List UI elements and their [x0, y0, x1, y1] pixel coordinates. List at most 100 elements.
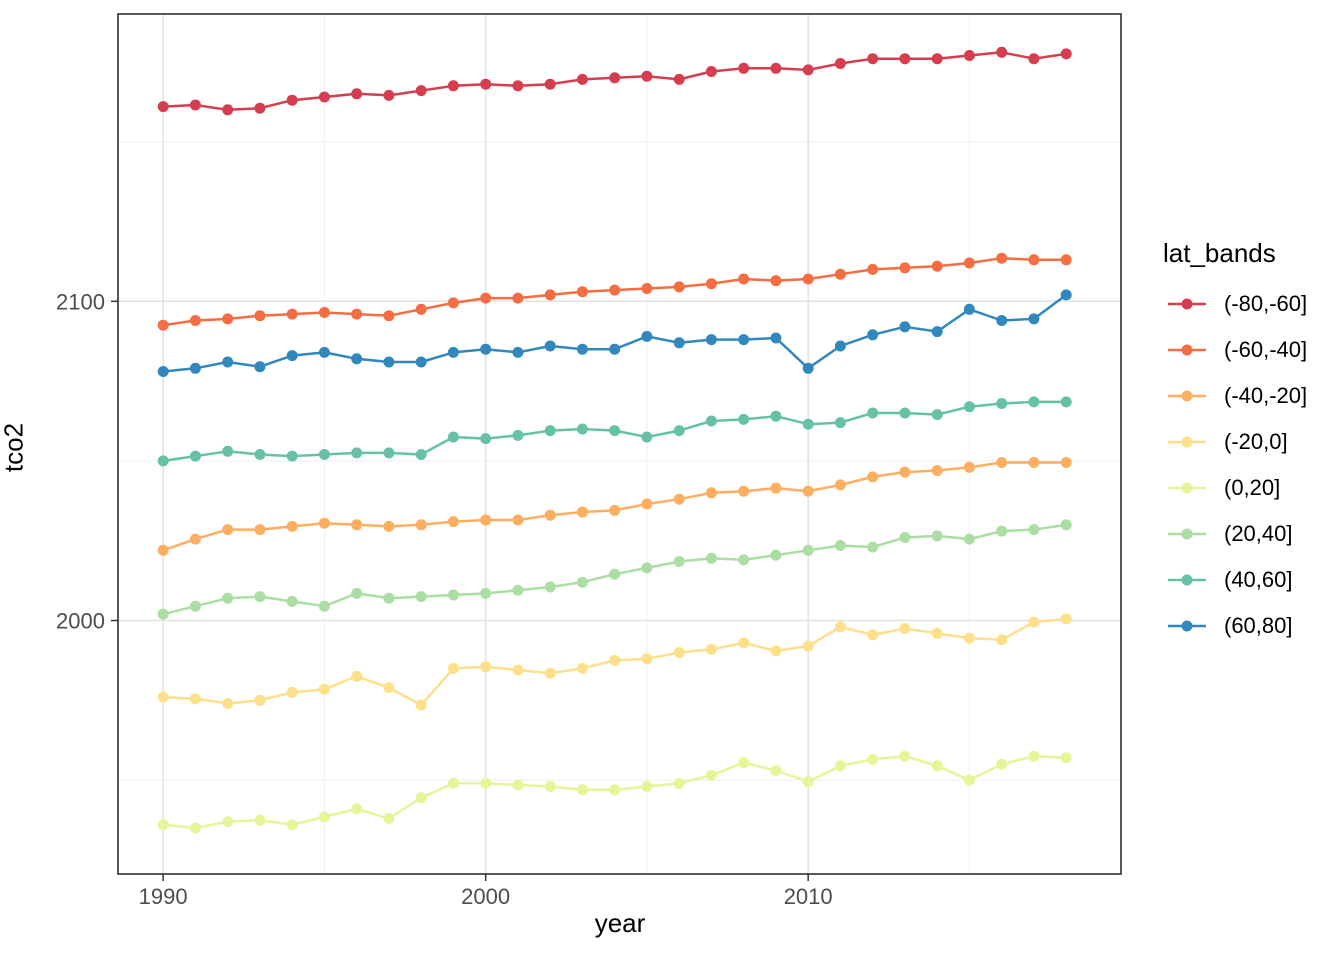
- data-point: [189, 450, 201, 462]
- data-point: [318, 91, 330, 103]
- data-point: [512, 429, 524, 441]
- data-point: [480, 343, 492, 355]
- data-point: [738, 334, 750, 346]
- data-point: [576, 73, 588, 85]
- data-point: [673, 73, 685, 85]
- data-point: [254, 361, 266, 373]
- data-point: [1060, 396, 1072, 408]
- data-point: [963, 401, 975, 413]
- data-point: [1060, 457, 1072, 468]
- data-point: [931, 53, 943, 65]
- data-point: [963, 303, 975, 315]
- data-point: [770, 645, 782, 657]
- data-point: [770, 332, 782, 344]
- data-point: [963, 774, 975, 786]
- data-point: [351, 308, 363, 320]
- x-tick-label: 2000: [461, 884, 510, 909]
- legend-key-icon: [1168, 482, 1206, 494]
- data-point: [254, 591, 266, 603]
- series-(-80,-60]: [157, 46, 1072, 116]
- data-point: [705, 643, 717, 655]
- data-point: [544, 340, 556, 352]
- series-(-40,-20]: [157, 457, 1072, 556]
- data-point: [254, 694, 266, 706]
- data-point: [415, 519, 427, 531]
- data-point: [963, 50, 975, 61]
- series-(-60,-40]: [157, 252, 1072, 331]
- data-point: [351, 353, 363, 365]
- data-point: [738, 62, 750, 74]
- data-point: [415, 699, 427, 711]
- data-point: [157, 366, 169, 377]
- data-point: [609, 784, 621, 796]
- data-point: [996, 457, 1008, 468]
- data-point: [480, 587, 492, 599]
- legend-item: (-80,-60]: [1168, 289, 1307, 319]
- data-point: [931, 260, 943, 272]
- data-point: [1028, 313, 1040, 325]
- legend-title: lat_bands: [1163, 238, 1276, 268]
- data-point: [480, 292, 492, 304]
- legend-item-label: (-40,-20]: [1224, 383, 1308, 408]
- data-point: [544, 781, 556, 792]
- data-point: [705, 487, 717, 499]
- series-(20,40]: [157, 519, 1072, 620]
- data-point: [867, 541, 879, 553]
- data-point: [673, 337, 685, 349]
- data-point: [383, 310, 395, 322]
- legend-item: (0,20]: [1168, 473, 1307, 503]
- legend-item: (60,80]: [1168, 611, 1307, 641]
- data-point: [705, 278, 717, 290]
- x-tick-label: 1990: [139, 884, 188, 909]
- data-point: [899, 53, 911, 65]
- data-point: [480, 433, 492, 445]
- data-point: [867, 753, 879, 765]
- data-point: [705, 334, 717, 346]
- legend-key-icon: [1168, 344, 1206, 356]
- data-point: [641, 653, 653, 665]
- panel-background: [118, 14, 1121, 874]
- data-point: [189, 822, 201, 834]
- data-point: [447, 777, 459, 789]
- data-point: [802, 485, 814, 497]
- data-point: [447, 346, 459, 358]
- data-point: [286, 686, 298, 698]
- data-point: [738, 273, 750, 285]
- data-point: [286, 450, 298, 462]
- data-point: [222, 313, 234, 325]
- data-point: [383, 447, 395, 459]
- data-point: [318, 683, 330, 695]
- data-point: [899, 466, 911, 478]
- data-point: [544, 509, 556, 521]
- data-point: [447, 80, 459, 92]
- data-point: [286, 520, 298, 532]
- data-point: [738, 637, 750, 649]
- data-point: [738, 554, 750, 566]
- data-point: [641, 431, 653, 443]
- data-point: [351, 88, 363, 100]
- data-point: [286, 595, 298, 607]
- data-point: [447, 431, 459, 443]
- data-point: [1060, 613, 1072, 625]
- data-point: [415, 591, 427, 603]
- data-point: [931, 465, 943, 476]
- data-point: [1060, 289, 1072, 301]
- data-point: [544, 289, 556, 301]
- data-point: [383, 89, 395, 101]
- legend-item-label: (-80,-60]: [1224, 291, 1308, 316]
- data-point: [447, 516, 459, 528]
- data-point: [641, 70, 653, 82]
- data-point: [802, 273, 814, 285]
- legend-item: (40,60]: [1168, 565, 1307, 595]
- data-point: [254, 524, 266, 536]
- data-point: [222, 104, 234, 116]
- data-point: [802, 418, 814, 430]
- legend-item-label: (0,20]: [1224, 475, 1281, 500]
- data-point: [512, 514, 524, 526]
- data-point: [705, 66, 717, 77]
- data-point: [996, 634, 1008, 646]
- data-point: [641, 562, 653, 574]
- data-point: [189, 362, 201, 374]
- data-point: [996, 315, 1008, 326]
